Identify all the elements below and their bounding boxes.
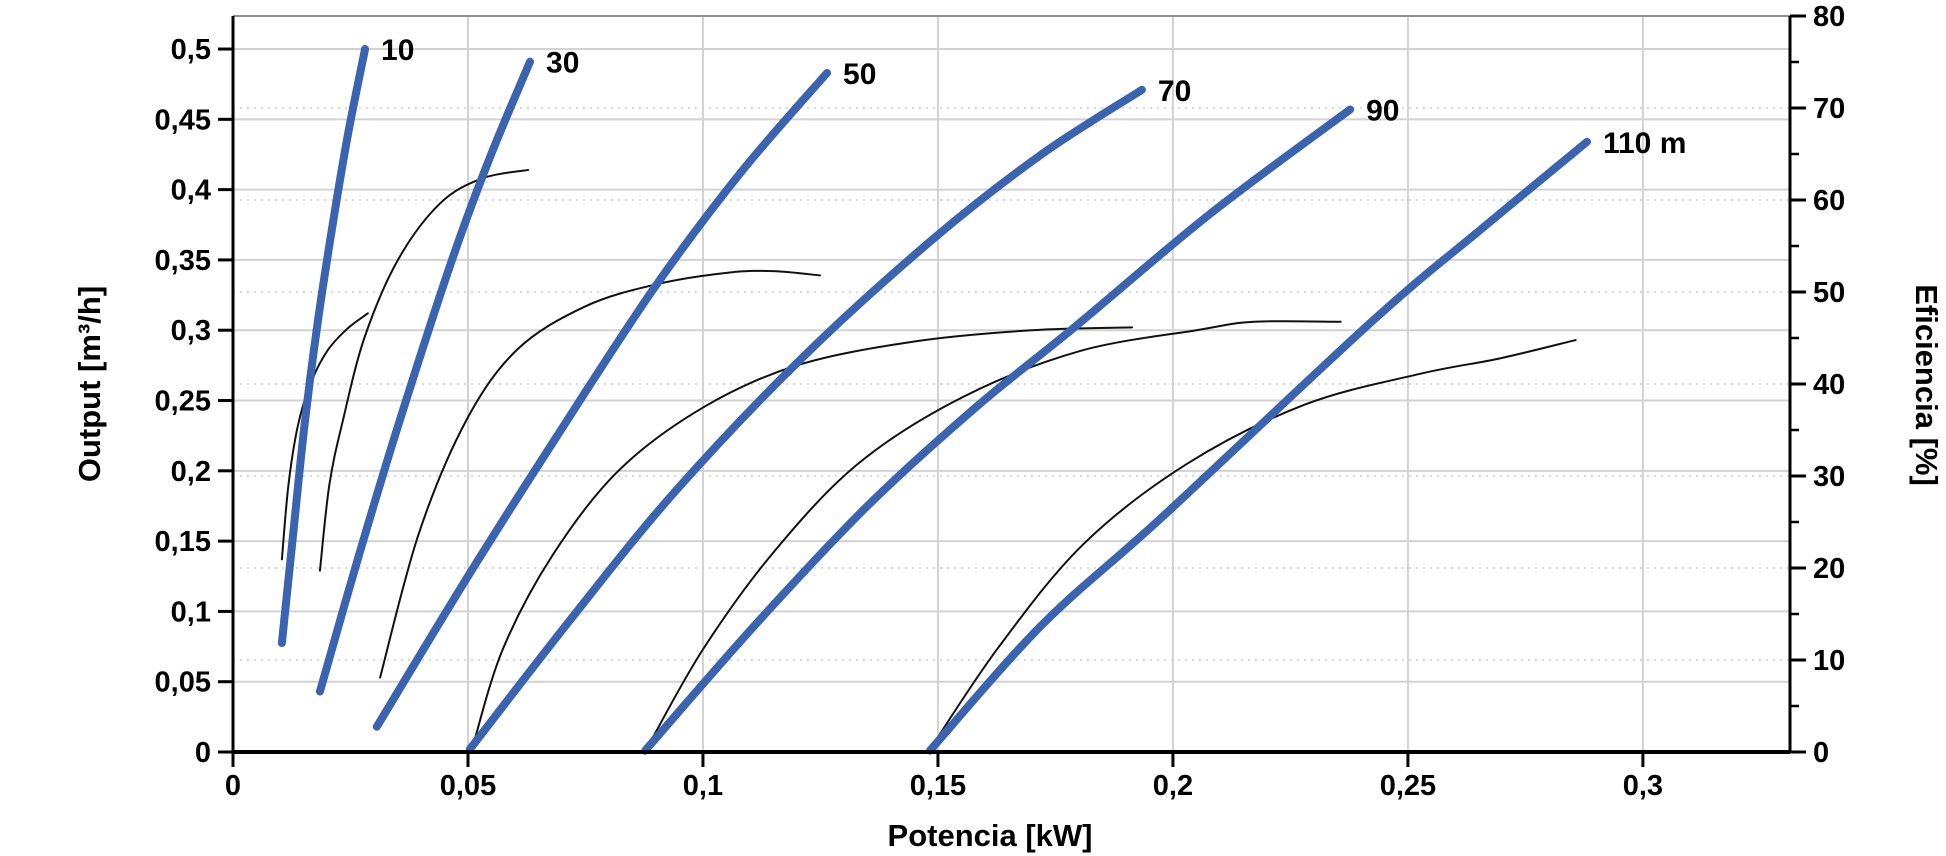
yl-tick-label-0,1: 0,1 xyxy=(171,596,211,628)
power-curve-10 xyxy=(277,45,370,648)
x-tick-label-0: 0 xyxy=(225,770,241,802)
power-curve-90 xyxy=(641,105,1355,755)
yl-tick-label-0,25: 0,25 xyxy=(155,386,211,418)
yr-tick-label-70: 70 xyxy=(1813,93,1845,125)
efficiency-curve-70 xyxy=(472,326,1134,746)
grid-layer xyxy=(233,16,1790,752)
left-axis-title: Output [m³/h] xyxy=(72,286,107,482)
yl-tick-label-0,35: 0,35 xyxy=(155,245,211,277)
curve-label-110: 110 m xyxy=(1603,127,1686,160)
yl-tick-label-0,05: 0,05 xyxy=(155,667,211,699)
yl-tick-label-0,15: 0,15 xyxy=(155,526,211,558)
x-tick-label-0,1: 0,1 xyxy=(683,770,723,802)
curve-label-50: 50 xyxy=(843,58,876,91)
yr-tick-label-40: 40 xyxy=(1813,369,1845,401)
efficiency-curve-50 xyxy=(379,269,821,679)
yl-tick-label-0,4: 0,4 xyxy=(171,175,211,207)
x-tick-label-0,2: 0,2 xyxy=(1153,770,1193,802)
power-curve-70 xyxy=(465,85,1146,754)
power-curve-110 xyxy=(925,137,1591,755)
yl-tick-label-0,2: 0,2 xyxy=(171,456,211,488)
curve-label-10: 10 xyxy=(381,34,414,67)
efficiency-curve-110 xyxy=(930,339,1577,748)
yl-tick-label-0: 0 xyxy=(195,737,211,769)
power-curve-50 xyxy=(372,68,832,731)
yr-tick-label-60: 60 xyxy=(1813,185,1845,217)
x-tick-label-0,05: 0,05 xyxy=(440,770,496,802)
x-tick-label-0,3: 0,3 xyxy=(1623,770,1663,802)
curve-label-70: 70 xyxy=(1158,75,1191,108)
right-axis-title: Eficiencia [%] xyxy=(1909,284,1944,486)
yl-tick-label-0,5: 0,5 xyxy=(171,34,211,66)
yr-tick-label-0: 0 xyxy=(1813,737,1829,769)
curve-label-90: 90 xyxy=(1366,94,1399,127)
yr-tick-label-10: 10 xyxy=(1813,645,1845,677)
yr-tick-label-20: 20 xyxy=(1813,553,1845,585)
x-tick-label-0,15: 0,15 xyxy=(910,770,966,802)
x-axis-title: Potencia [kW] xyxy=(888,818,1093,853)
yr-tick-label-50: 50 xyxy=(1813,277,1845,309)
axis-layer: 0 0,05 0,1 0,15 0,2 0,25 0,3 0 0,05 0,1 0,15 0,2 0,2… xyxy=(155,1,1846,802)
yr-tick-label-80: 80 xyxy=(1813,1,1845,33)
yr-tick-label-30: 30 xyxy=(1813,461,1845,493)
yl-tick-label-0,3: 0,3 xyxy=(171,315,211,347)
yl-tick-label-0,45: 0,45 xyxy=(155,104,211,136)
curve-label-30: 30 xyxy=(546,47,579,80)
power-curve-30 xyxy=(315,57,535,696)
x-tick-label-0,25: 0,25 xyxy=(1380,770,1436,802)
curve-layer: 10 30 50 70 90 110 m xyxy=(277,34,1686,755)
efficiency-curve-30 xyxy=(318,168,530,572)
efficiency-curve-90 xyxy=(646,320,1342,748)
